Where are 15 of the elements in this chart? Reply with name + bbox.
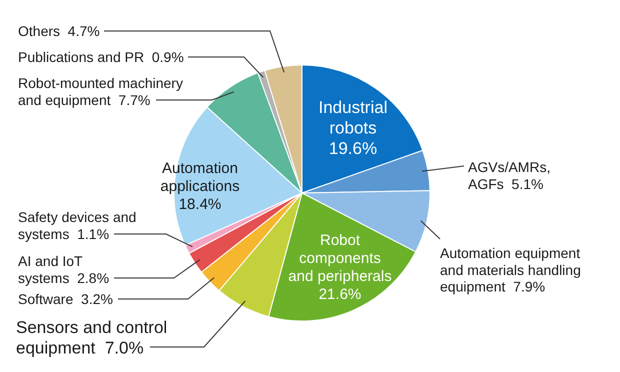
slice-label: Sensors and control equipment 7.0% <box>16 318 168 358</box>
data-label: 19.6% <box>328 138 378 158</box>
slice-label: Safety devices and systems 1.1% <box>18 209 136 242</box>
slice-label: Others 4.7% <box>18 23 100 39</box>
data-label: 18.4% <box>178 196 222 213</box>
slice-label: Publications and PR 0.9% <box>18 49 184 65</box>
slice-label: Robot components and peripherals <box>288 232 392 285</box>
slice-label: Robot-mounted machinery and equipment 7.7% <box>18 75 183 108</box>
slice-label: Automation equipment and materials handling equipment 7.9% <box>440 245 581 295</box>
slice-label: Software 3.2% <box>18 291 113 307</box>
slice-label: AI and IoT systems 2.8% <box>18 253 110 286</box>
slice-label: Automation applications <box>160 160 240 195</box>
slice-label: AGVs/AMRs, AGFs 5.1% <box>468 159 550 192</box>
slice-label: Industrial robots <box>318 98 388 138</box>
data-label: 21.6% <box>318 286 362 303</box>
